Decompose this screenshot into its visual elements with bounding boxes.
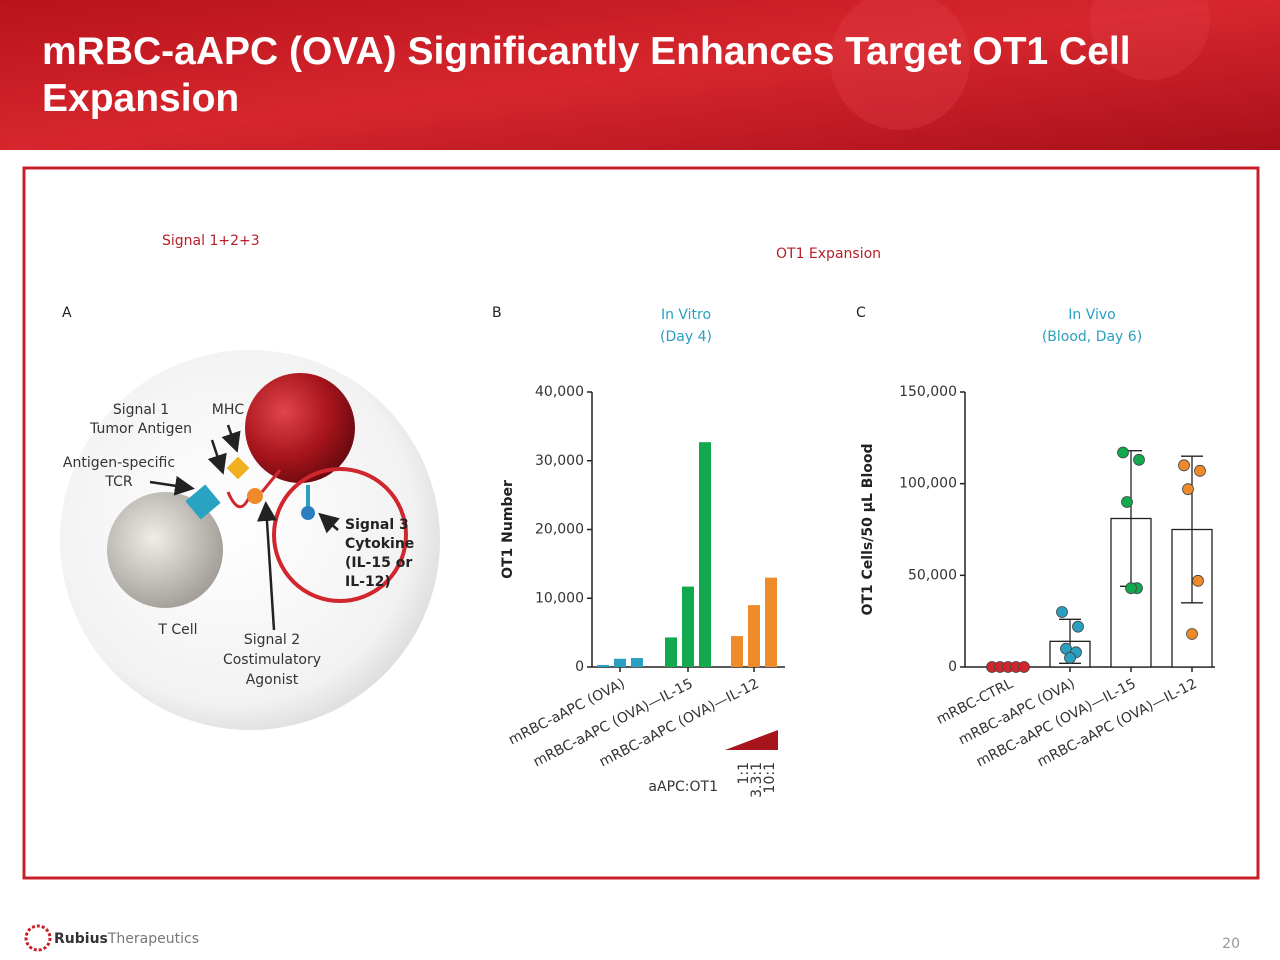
chart-subtitle: In Vivo xyxy=(1068,307,1115,323)
heading-right: OT1 Expansion xyxy=(776,246,881,262)
header-decor xyxy=(1090,0,1210,80)
data-point xyxy=(1182,483,1194,496)
label-signal1: Signal 1 xyxy=(113,402,169,418)
y-axis-title: OT1 Number xyxy=(500,480,516,579)
y-axis-title: OT1 Cells/50 µL Blood xyxy=(860,443,876,615)
label-signal3: IL-12) xyxy=(345,574,391,590)
y-tick-label: 10,000 xyxy=(535,590,584,606)
tcr-shape xyxy=(185,484,221,520)
y-tick-label: 0 xyxy=(948,659,957,675)
bar xyxy=(614,658,626,667)
bar xyxy=(597,664,609,667)
bar xyxy=(765,577,777,667)
bar xyxy=(682,586,694,667)
label-tcr: Antigen-specific xyxy=(63,455,175,471)
page-number: 20 xyxy=(1222,936,1240,952)
chart-subtitle: (Day 4) xyxy=(660,329,712,345)
cytokine xyxy=(301,506,315,520)
ratio-label: 1:1 xyxy=(736,762,752,785)
bar xyxy=(665,637,677,667)
label-signal1: Tumor Antigen xyxy=(89,421,192,437)
y-tick-label: 20,000 xyxy=(535,522,584,538)
bar xyxy=(731,636,743,667)
logo-mark xyxy=(24,924,52,952)
y-tick-label: 150,000 xyxy=(899,384,957,400)
arrow xyxy=(207,439,227,475)
y-tick-label: 100,000 xyxy=(899,476,957,492)
arrow xyxy=(318,512,340,534)
panel-letter: C xyxy=(856,305,866,321)
label-signal3: (IL-15 or xyxy=(345,555,412,571)
slide-title: mRBC-aAPC (OVA) Significantly Enhances T… xyxy=(42,30,1131,120)
label-signal3: Signal 3 xyxy=(345,517,409,533)
agonist xyxy=(247,488,263,504)
logo-text: RubiusTherapeutics xyxy=(54,931,199,947)
data-point xyxy=(1018,661,1030,673)
label-tcr: TCR xyxy=(104,474,133,490)
t-cell xyxy=(107,492,223,608)
data-point xyxy=(1056,606,1068,618)
chart-subtitle: In Vitro xyxy=(661,307,711,323)
data-point xyxy=(1064,651,1076,664)
bar xyxy=(631,658,643,667)
panel-frame xyxy=(22,166,1260,880)
data-point xyxy=(1117,446,1129,459)
header-band xyxy=(0,0,1280,150)
data-point xyxy=(1125,582,1137,595)
red-blood-cell xyxy=(245,373,355,483)
chart-subtitle: (Blood, Day 6) xyxy=(1042,329,1142,345)
data-point xyxy=(1178,459,1190,472)
data-point xyxy=(1121,496,1133,508)
data-point xyxy=(1133,453,1145,466)
y-tick-label: 50,000 xyxy=(908,567,957,583)
y-tick-label: 30,000 xyxy=(535,453,584,469)
arrow xyxy=(221,424,241,453)
ratio-wedge xyxy=(725,730,778,750)
arrow xyxy=(149,475,195,496)
logo-rest: Therapeutics xyxy=(107,931,199,947)
label-tcell: T Cell xyxy=(157,622,197,638)
data-point xyxy=(1186,628,1198,640)
logo-bold: Rubius xyxy=(54,931,108,947)
label-signal3: Cytokine xyxy=(345,536,414,552)
bar xyxy=(699,442,711,667)
signal3-highlight xyxy=(272,467,408,603)
ratio-title: aAPC:OT1 xyxy=(648,779,718,795)
panel-letter: A xyxy=(62,305,72,321)
label-signal2: Agonist xyxy=(246,672,299,688)
data-point xyxy=(1072,620,1084,633)
y-tick-label: 0 xyxy=(575,659,584,675)
data-point xyxy=(1194,464,1206,477)
ratio-label: 3.3:1 xyxy=(749,762,765,798)
agonist-stem xyxy=(260,469,282,493)
label-mhc: MHC xyxy=(212,402,245,418)
arrow xyxy=(256,501,277,631)
panel-letter: B xyxy=(492,305,502,321)
heading-left: Signal 1+2+3 xyxy=(162,233,260,249)
ratio-label: 10:1 xyxy=(762,762,778,793)
header-decor xyxy=(830,0,970,130)
bar xyxy=(748,605,760,667)
y-tick-label: 40,000 xyxy=(535,384,584,400)
data-point xyxy=(1192,574,1204,587)
label-signal2: Signal 2 xyxy=(244,632,300,648)
label-signal2: Costimulatory xyxy=(223,652,321,668)
